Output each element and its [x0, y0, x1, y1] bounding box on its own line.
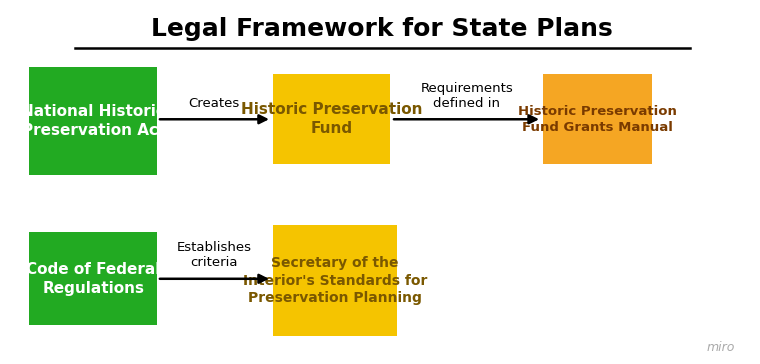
Text: Secretary of the
Interior's Standards for
Preservation Planning: Secretary of the Interior's Standards fo…: [243, 256, 427, 305]
Text: Requirements
defined in: Requirements defined in: [420, 82, 513, 110]
FancyBboxPatch shape: [30, 67, 157, 175]
FancyBboxPatch shape: [274, 75, 390, 164]
FancyBboxPatch shape: [274, 225, 397, 336]
FancyBboxPatch shape: [30, 232, 157, 325]
Text: Establishes
criteria: Establishes criteria: [176, 241, 252, 269]
Text: National Historic
Preservation Act: National Historic Preservation Act: [21, 104, 165, 138]
Text: Historic Preservation
Fund: Historic Preservation Fund: [241, 102, 423, 136]
FancyBboxPatch shape: [543, 75, 652, 164]
Text: Legal Framework for State Plans: Legal Framework for State Plans: [151, 17, 613, 41]
Text: Code of Federal
Regulations: Code of Federal Regulations: [26, 262, 160, 296]
Text: miro: miro: [706, 341, 735, 354]
Text: Creates: Creates: [188, 97, 239, 110]
Text: Historic Preservation
Fund Grants Manual: Historic Preservation Fund Grants Manual: [518, 104, 677, 134]
